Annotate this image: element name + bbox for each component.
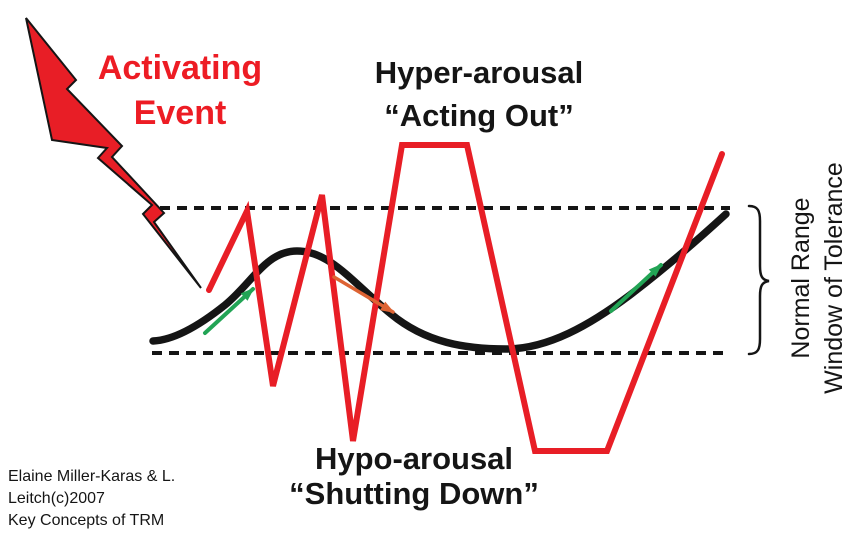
hyper-arousal-line1: Hyper-arousal <box>374 55 584 90</box>
green-up-arrow-right <box>609 263 663 313</box>
hyper-arousal-label: Hyper-arousal “Acting Out” <box>338 51 620 137</box>
hypo-arousal-label: Hypo-arousal “Shutting Down” <box>254 441 574 511</box>
dysregulated-arousal-line <box>206 142 725 454</box>
lightning-bolt-icon <box>25 17 202 289</box>
green-up-arrow-left <box>203 287 255 335</box>
tolerance-axis-line1: Normal Range <box>787 197 815 359</box>
attribution-line1: Elaine Miller-Karas & L. <box>8 468 176 485</box>
attribution-line2: Leitch(c)2007 <box>8 490 105 507</box>
activating-event-line1: Activating <box>97 49 263 87</box>
orange-down-arrow <box>332 275 395 314</box>
curly-brace-icon <box>747 204 770 356</box>
attribution: Elaine Miller-Karas & L. Leitch(c)2007 K… <box>8 466 175 532</box>
activating-event-label: Activating Event <box>80 46 280 136</box>
tolerance-axis-line2: Window of Tolerance <box>820 162 848 394</box>
tolerance-axis-label: Normal Range Window of Tolerance <box>785 148 851 408</box>
hypo-arousal-line1: Hypo-arousal <box>314 441 514 476</box>
hyper-arousal-line2: “Acting Out” <box>384 98 574 133</box>
attribution-line3: Key Concepts of TRM <box>8 512 165 529</box>
hypo-arousal-line2: “Shutting Down” <box>289 476 539 511</box>
activating-event-line2: Event <box>133 94 227 132</box>
